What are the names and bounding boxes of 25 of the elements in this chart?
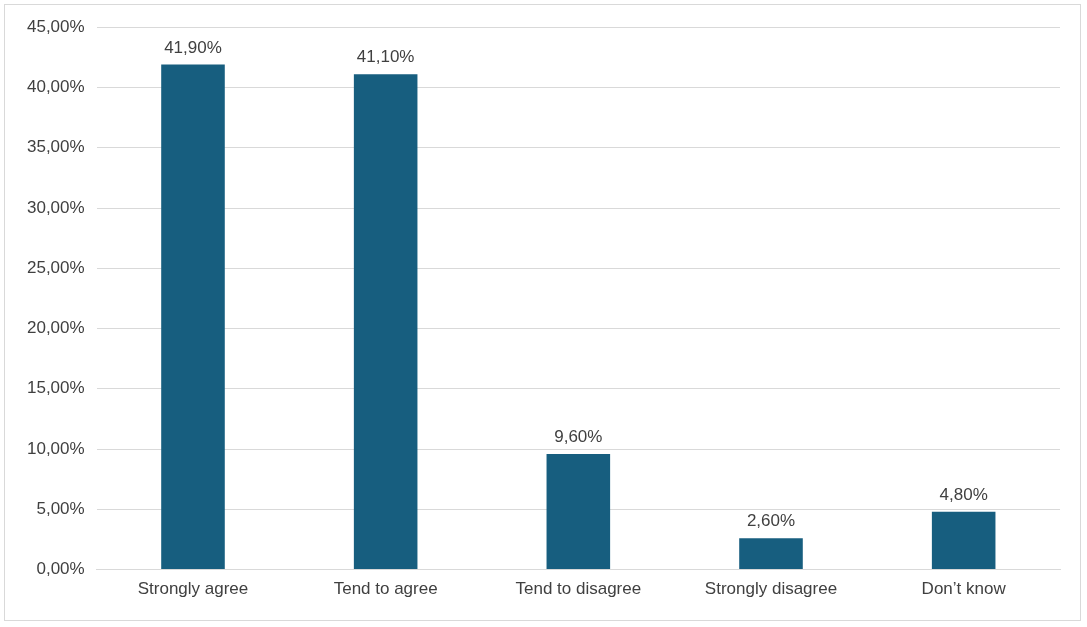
x-tick-label: Don’t know — [921, 579, 1007, 599]
y-tick-label: 15,00% — [26, 378, 85, 398]
x-tick-label: Tend to disagree — [515, 579, 642, 599]
data-label: 9,60% — [554, 427, 603, 447]
y-tick-label: 10,00% — [26, 438, 85, 458]
y-tick-label: 30,00% — [26, 197, 85, 217]
data-label: 4,80% — [939, 484, 988, 504]
y-tick-label: 20,00% — [26, 318, 85, 338]
y-tick-label: 45,00% — [26, 16, 85, 36]
x-tick-label: Strongly agree — [137, 579, 249, 599]
y-tick-label: 35,00% — [26, 137, 85, 157]
bar — [931, 511, 996, 570]
data-label: 41,10% — [356, 47, 415, 67]
data-label: 41,90% — [164, 37, 222, 57]
data-label: 2,60% — [746, 511, 796, 531]
x-tick-label: Strongly disagree — [704, 579, 838, 599]
y-tick-label: 0,00% — [36, 559, 85, 579]
x-tick-label: Tend to agree — [333, 579, 438, 599]
bar — [161, 64, 225, 570]
y-tick-label: 40,00% — [26, 77, 85, 97]
bar — [739, 538, 803, 570]
bar — [353, 74, 418, 570]
bar — [546, 453, 611, 570]
y-tick-label: 5,00% — [36, 499, 85, 519]
y-tick-label: 25,00% — [26, 257, 85, 277]
